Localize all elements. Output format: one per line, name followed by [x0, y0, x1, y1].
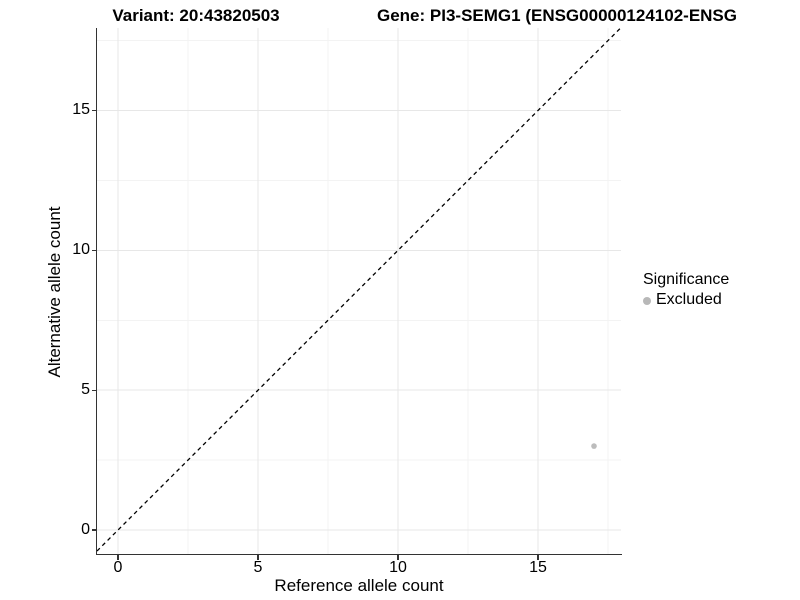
- x-tick-mark: [537, 555, 539, 560]
- y-tick-mark: [91, 109, 96, 112]
- x-tick-label: 10: [389, 559, 407, 576]
- y-tick-label: 15: [72, 101, 90, 118]
- variant-title: Variant: 20:43820503: [112, 6, 280, 25]
- y-tick-mark: [91, 249, 96, 251]
- x-tick-label: 0: [113, 559, 123, 576]
- x-tick-mark: [257, 555, 259, 560]
- y-tick-mark: [91, 389, 96, 391]
- x-axis-title: Reference allele count: [274, 576, 444, 595]
- y-tick-mark: [91, 529, 96, 531]
- y-tick-label: 0: [81, 521, 90, 538]
- y-axis-line: [95, 28, 98, 555]
- x-tick-label: 5: [253, 559, 263, 576]
- x-tick-mark: [117, 555, 119, 560]
- x-axis-line: [95, 553, 622, 556]
- legend-title: Significance: [643, 271, 730, 288]
- legend-item-label: Excluded: [656, 291, 722, 308]
- minor-gridlines: [97, 28, 621, 555]
- y-tick-label: 10: [72, 241, 90, 258]
- identity-line: [96, 27, 622, 552]
- x-tick-mark: [397, 555, 399, 560]
- major-gridlines: [97, 28, 621, 555]
- y-tick-label: 5: [81, 381, 90, 398]
- x-tick-label: 15: [529, 559, 547, 576]
- legend: Significance Excluded: [641, 270, 729, 310]
- legend-item-excluded: Excluded: [641, 290, 729, 310]
- plot-svg: [96, 27, 622, 555]
- data-point: [591, 443, 597, 449]
- plot-panel: [96, 27, 622, 555]
- gene-title: Gene: PI3-SEMG1 (ENSG00000124102-ENSG: [377, 6, 737, 25]
- legend-key-dot-icon: [643, 297, 651, 305]
- y-axis-title: Alternative allele count: [45, 206, 64, 378]
